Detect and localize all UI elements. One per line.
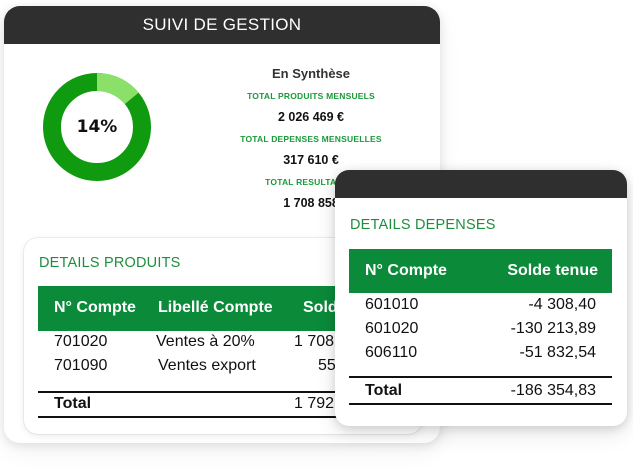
progress-donut: 14%	[42, 72, 152, 182]
details-depenses-card: DETAILS DEPENSES N° Compte Solde tenue 6…	[335, 170, 627, 426]
total-resultat-value: 1 708 858	[283, 196, 339, 210]
row-solde: -130 213,89	[510, 320, 596, 337]
synthese-panel: En Synthèse TOTAL PRODUITS MENSUELS 2 02…	[234, 62, 388, 210]
total-produits-value: 2 026 469 €	[277, 110, 345, 124]
col-solde-header: Solde tenue	[507, 262, 598, 279]
row-compte: 701090	[54, 357, 108, 374]
col-libelle-header: Libellé Compte	[158, 299, 273, 316]
donut-percent: 14%	[76, 117, 118, 137]
col-solde-header: Sold	[303, 299, 338, 316]
table-row: 606110 -51 832,54	[349, 344, 612, 368]
total-value: -186 354,83	[510, 382, 596, 399]
table-row: 701020 Ventes à 20% 1 708	[38, 333, 422, 357]
total-label: Total	[54, 395, 92, 412]
donut-progress-arc	[43, 73, 151, 181]
total-separator	[38, 391, 422, 393]
total-resultat-label: TOTAL RESULTAT ME	[265, 177, 357, 187]
depenses-table-header: N° Compte Solde tenue	[349, 249, 612, 293]
total-value: 1 792	[294, 395, 335, 412]
table-row: 701090 Ventes export 55	[38, 357, 422, 381]
details-produits-title: DETAILS PRODUITS	[39, 255, 181, 271]
table-row: 601020 -130 213,89	[349, 320, 612, 344]
row-compte: 606110	[365, 344, 418, 361]
depenses-total-row: Total -186 354,83	[349, 382, 612, 402]
total-label: Total	[365, 382, 403, 399]
row-solde: 55	[318, 357, 336, 374]
card-header: SUIVI DE GESTION	[4, 6, 440, 44]
col-compte-header: N° Compte	[365, 262, 447, 279]
depenses-card-header	[335, 170, 627, 198]
row-compte: 701020	[54, 333, 108, 350]
total-depenses-value: 317 610 €	[283, 153, 339, 167]
donut-chart	[43, 73, 151, 181]
row-compte: 601010	[365, 296, 419, 313]
details-depenses-title: DETAILS DEPENSES	[350, 217, 496, 233]
row-compte: 601020	[365, 320, 419, 337]
total-produits-label: TOTAL PRODUITS MENSUELS	[247, 91, 375, 101]
total-bottom-border	[38, 416, 422, 418]
col-compte-header: N° Compte	[54, 299, 136, 316]
produits-total-row: Total 1 792	[38, 395, 422, 415]
synthese-title: En Synthèse	[271, 66, 351, 81]
row-solde: -51 832,54	[519, 344, 596, 361]
row-libelle: Ventes export	[158, 357, 256, 374]
row-solde: -4 308,40	[528, 296, 596, 313]
table-row: 601010 -4 308,40	[349, 296, 612, 320]
card-title: SUIVI DE GESTION	[142, 15, 302, 34]
total-bottom-border	[349, 403, 612, 405]
row-solde: 1 708	[294, 333, 335, 350]
row-libelle: Ventes à 20%	[156, 333, 255, 350]
total-depenses-label: TOTAL DEPENSES MENSUELLES	[240, 134, 382, 144]
total-separator	[349, 376, 612, 378]
